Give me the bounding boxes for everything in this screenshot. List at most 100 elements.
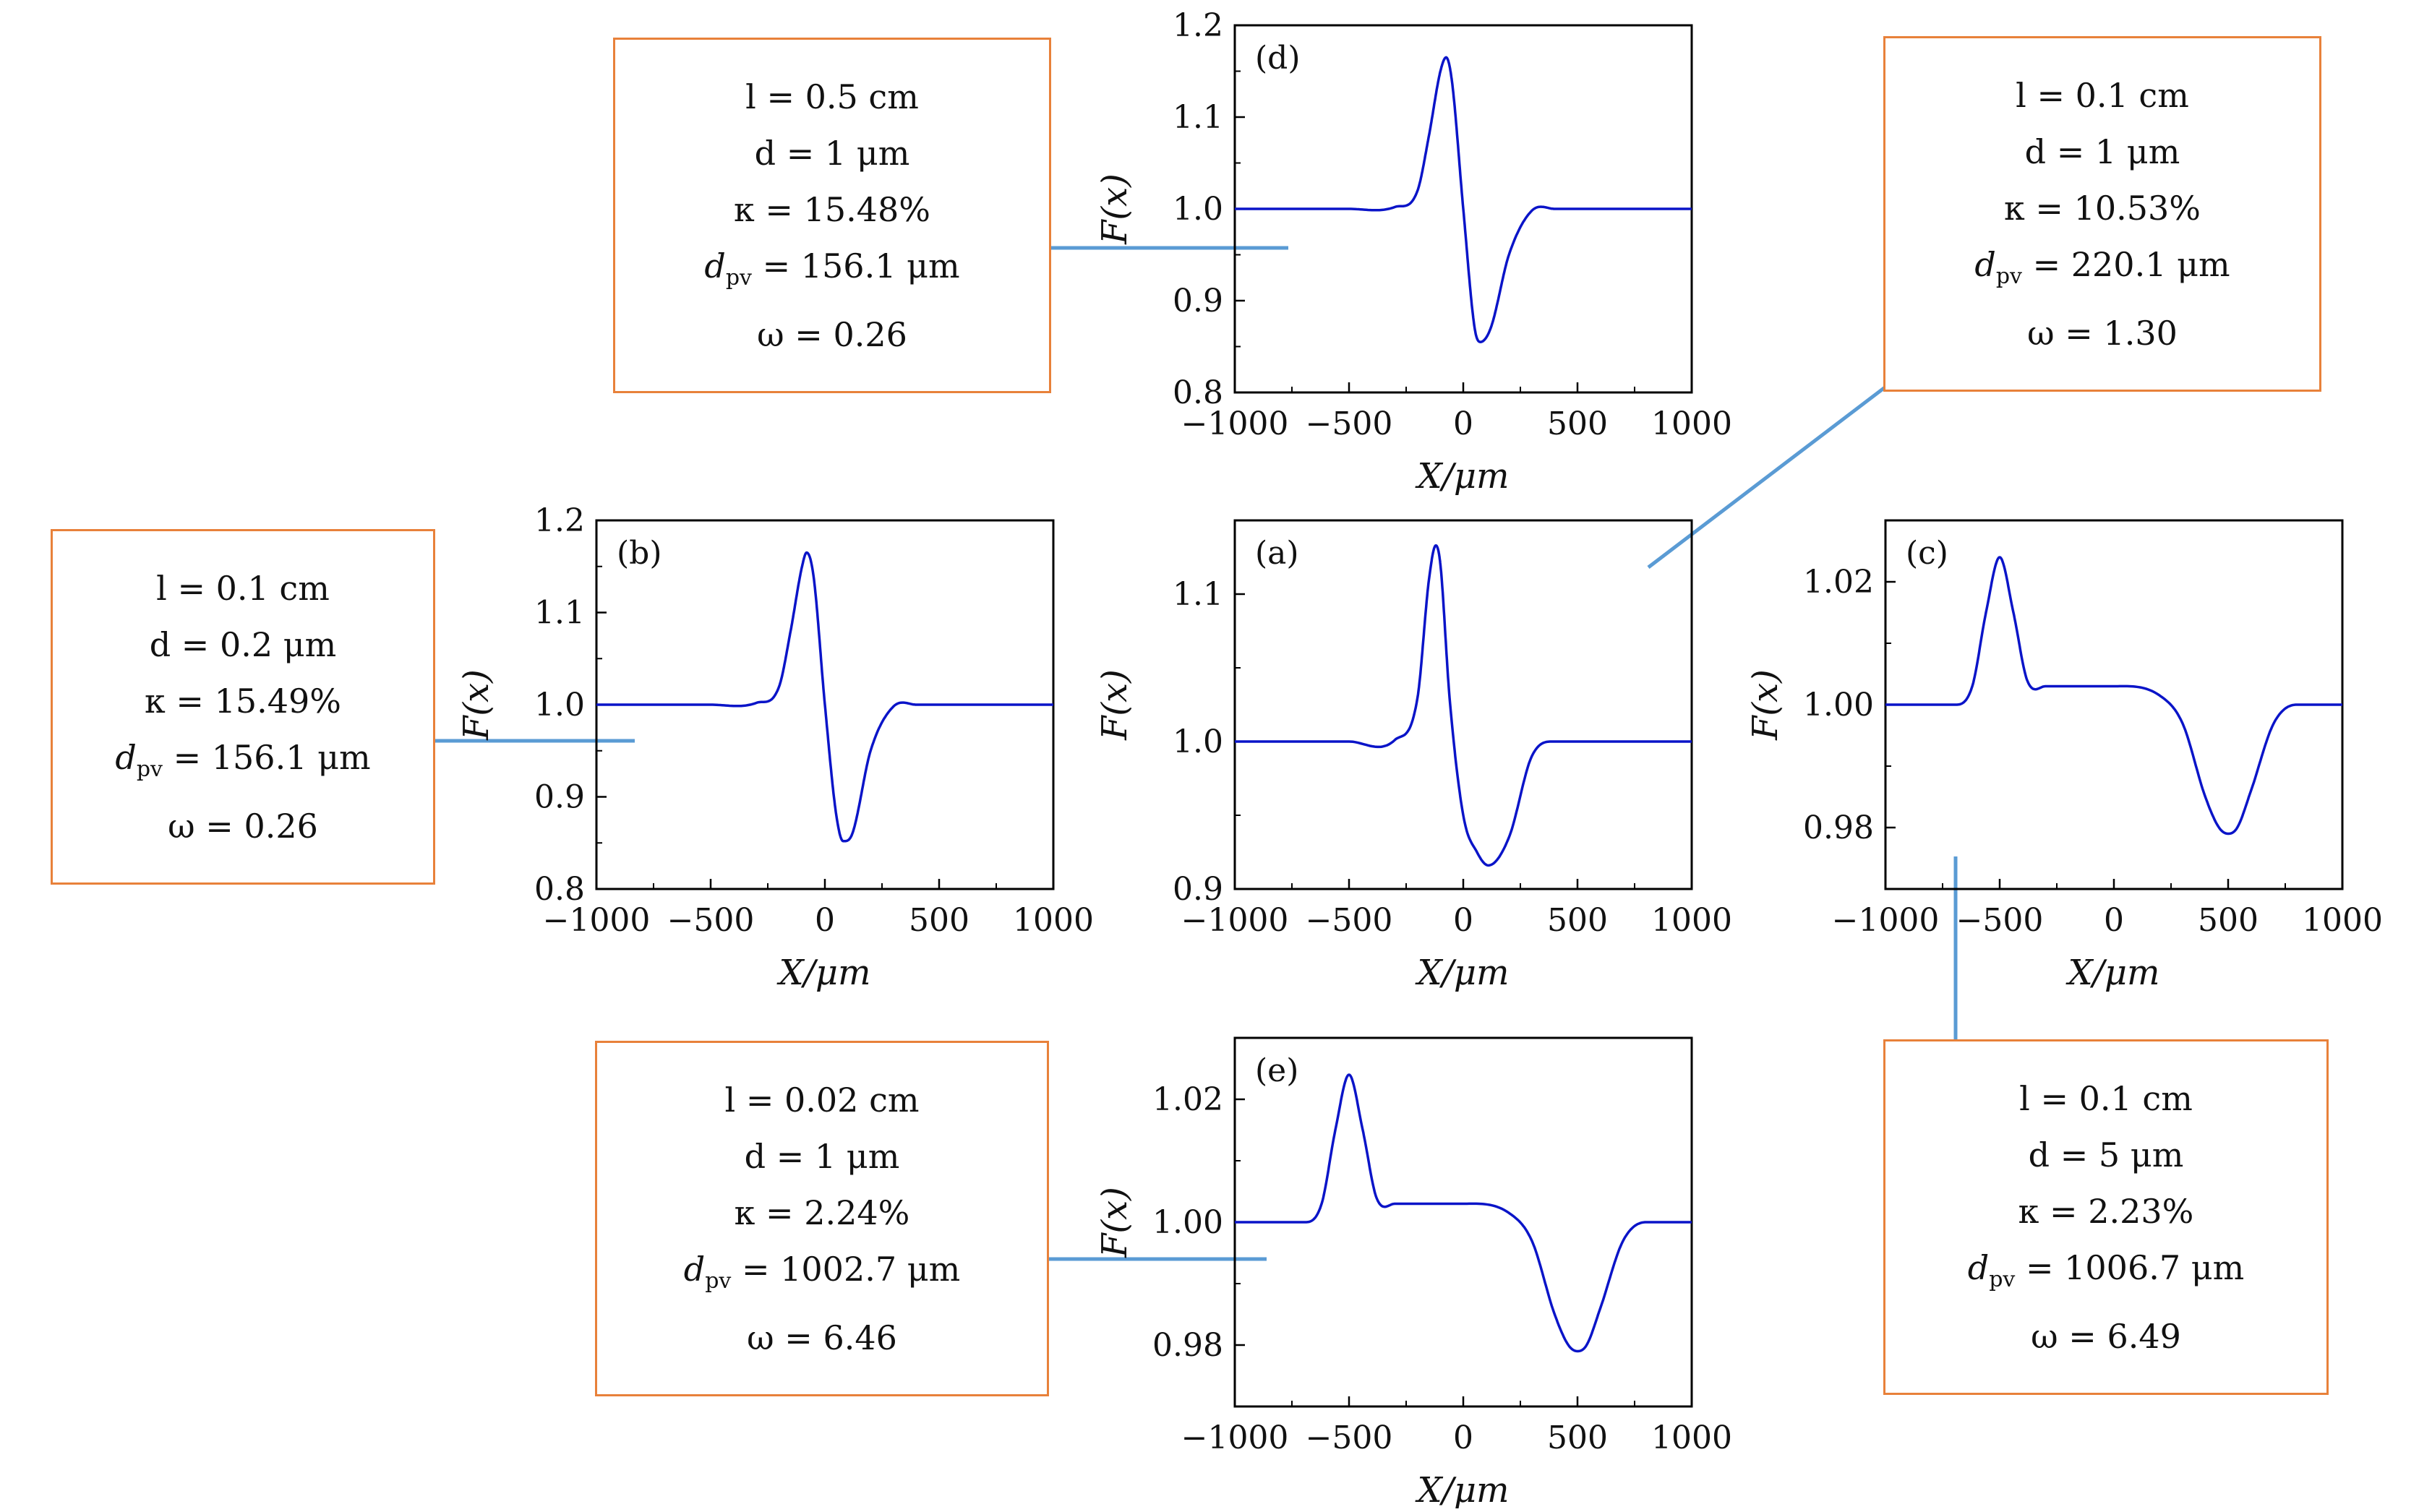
- param-l: l = 0.1 cm: [156, 568, 330, 608]
- series-line: [1235, 1073, 1692, 1353]
- param-d: d = 1 μm: [744, 1136, 900, 1176]
- y-tick-label: 0.98: [1152, 1327, 1223, 1364]
- y-tick-label: 1.1: [1173, 576, 1223, 613]
- y-tick-label: 0.9: [534, 779, 585, 816]
- param-dpv-value: = 156.1 μm: [173, 737, 371, 777]
- param-dpv: dpv = 220.1 μm: [1974, 244, 2230, 289]
- x-tick-label: 0: [815, 902, 835, 939]
- x-tick-label: −500: [667, 902, 755, 939]
- x-tick-label: 500: [1547, 1419, 1608, 1456]
- param-d: d = 0.2 μm: [149, 624, 337, 664]
- y-axis-label: F(x): [1095, 173, 1135, 245]
- param-dpv: dpv = 156.1 μm: [704, 246, 960, 291]
- plot-frame: [1233, 519, 1693, 890]
- x-tick-label: 0: [2104, 902, 2124, 939]
- x-tick-label: 0: [1453, 405, 1473, 442]
- chart-panel-b: −1000 −500 0 500 1000 0.8 0.9 1.0 1.1 1.2 X/μm F(x)…: [456, 502, 1094, 993]
- x-tick-label: −1000: [1832, 902, 1940, 939]
- x-axis-label: X/μm: [2065, 953, 2159, 993]
- param-box-c: l = 0.1 cm d = 5 μm κ = 2.23% dpv = 1006…: [1883, 1039, 2329, 1395]
- x-tick-label: 1000: [1651, 1419, 1732, 1456]
- param-d: d = 5 μm: [2028, 1135, 2184, 1174]
- x-tick-label: −500: [1306, 405, 1393, 442]
- y-tick-label: 1.00: [1152, 1204, 1223, 1241]
- param-dpv-value: = 156.1 μm: [762, 246, 960, 285]
- x-tick-label: 1000: [1013, 902, 1094, 939]
- y-axis-label: F(x): [1745, 669, 1786, 741]
- y-tick-label: 0.8: [534, 871, 585, 908]
- param-kappa: κ = 2.24%: [734, 1193, 910, 1232]
- x-axis-label: X/μm: [1414, 953, 1509, 993]
- x-tick-label: −1000: [543, 902, 651, 939]
- y-tick-label: 1.1: [1173, 99, 1223, 136]
- param-kappa: κ = 15.48%: [734, 189, 930, 229]
- param-l: l = 0.02 cm: [724, 1080, 920, 1120]
- panels-layer: −1000 −500 0 500 1000 0.9 1.0 1.1 X/μm F(x) (a) −10…: [456, 7, 2383, 1511]
- series-line: [1235, 544, 1692, 867]
- x-tick-label: −1000: [1181, 405, 1289, 442]
- y-tick-label: 1.0: [1173, 723, 1223, 760]
- param-box-b: l = 0.1 cm d = 0.2 μm κ = 15.49% dpv = 1…: [51, 529, 435, 885]
- param-dpv-value: = 1006.7 μm: [2025, 1247, 2245, 1287]
- x-tick-label: 1000: [1651, 405, 1732, 442]
- y-tick-label: 0.8: [1173, 374, 1223, 411]
- x-tick-label: 1000: [1651, 902, 1732, 939]
- y-axis-label: F(x): [1095, 1187, 1135, 1258]
- x-tick-label: 1000: [2302, 902, 2383, 939]
- y-tick-label: 1.0: [534, 687, 585, 723]
- y-tick-label: 1.2: [534, 502, 585, 539]
- arrow-a-to-box: [1647, 353, 1930, 569]
- x-tick-label: 500: [1547, 902, 1608, 939]
- param-omega: ω = 1.30: [2027, 313, 2178, 353]
- panel-label: (a): [1255, 535, 1299, 572]
- x-tick-label: 0: [1453, 1419, 1473, 1456]
- param-l: l = 0.5 cm: [745, 77, 919, 116]
- param-box-a: l = 0.1 cm d = 1 μm κ = 10.53% dpv = 220…: [1883, 36, 2321, 392]
- y-tick-label: 1.02: [1152, 1081, 1223, 1118]
- x-axis-label: X/μm: [1414, 1470, 1509, 1508]
- param-box-d: l = 0.5 cm d = 1 μm κ = 15.48% dpv = 156…: [613, 38, 1051, 393]
- y-axis-label: F(x): [1095, 669, 1135, 741]
- param-omega: ω = 6.46: [747, 1318, 897, 1357]
- x-axis-label: X/μm: [1414, 456, 1509, 497]
- param-l: l = 0.1 cm: [2016, 75, 2189, 115]
- y-axis-label: F(x): [456, 669, 497, 741]
- param-kappa: κ = 15.49%: [145, 681, 341, 721]
- y-tick-label: 0.9: [1173, 871, 1223, 908]
- chart-panel-e: −1000 −500 0 500 1000 0.98 1.00 1.02 X/μm F(x) (e): [1095, 1036, 1732, 1511]
- param-omega: ω = 6.49: [2031, 1316, 2181, 1356]
- param-omega: ω = 0.26: [757, 314, 907, 354]
- x-tick-label: −500: [1306, 1419, 1393, 1456]
- series-line: [596, 551, 1053, 843]
- x-tick-label: 500: [909, 902, 969, 939]
- param-dpv-value: = 1002.7 μm: [741, 1249, 961, 1289]
- series-line: [1885, 556, 2342, 836]
- x-axis-label: X/μm: [776, 953, 870, 993]
- param-l: l = 0.1 cm: [2019, 1078, 2193, 1118]
- series-line: [1235, 56, 1692, 343]
- x-tick-label: −500: [1306, 902, 1393, 939]
- chart-panel-c: −1000 −500 0 500 1000 0.98 1.00 1.02 X/μm F(x) (c): [1745, 519, 2383, 993]
- y-tick-label: 1.02: [1803, 564, 1874, 601]
- param-dpv: dpv = 1002.7 μm: [683, 1249, 961, 1294]
- panel-label: (e): [1255, 1052, 1298, 1089]
- y-tick-label: 1.00: [1803, 687, 1874, 723]
- y-tick-label: 0.98: [1803, 809, 1874, 846]
- chart-panel-d: −1000 −500 0 500 1000 0.8 0.9 1.0 1.1 1.2 X/μm F(x)…: [1095, 7, 1732, 497]
- panel-label: (b): [617, 535, 662, 572]
- x-tick-label: 500: [1547, 405, 1608, 442]
- y-tick-label: 1.0: [1173, 191, 1223, 228]
- param-dpv: dpv = 156.1 μm: [115, 737, 371, 782]
- param-box-e: l = 0.02 cm d = 1 μm κ = 2.24% dpv = 100…: [595, 1041, 1049, 1396]
- x-tick-label: −1000: [1181, 902, 1289, 939]
- x-tick-label: 0: [1453, 902, 1473, 939]
- panel-label: (c): [1906, 535, 1948, 572]
- x-tick-label: −500: [1956, 902, 2044, 939]
- param-dpv-value: = 220.1 μm: [2032, 244, 2230, 284]
- param-d: d = 1 μm: [2024, 132, 2180, 171]
- param-kappa: κ = 2.23%: [2018, 1191, 2194, 1231]
- param-kappa: κ = 10.53%: [2004, 188, 2201, 228]
- y-tick-label: 1.2: [1173, 7, 1223, 44]
- x-tick-label: 500: [2198, 902, 2259, 939]
